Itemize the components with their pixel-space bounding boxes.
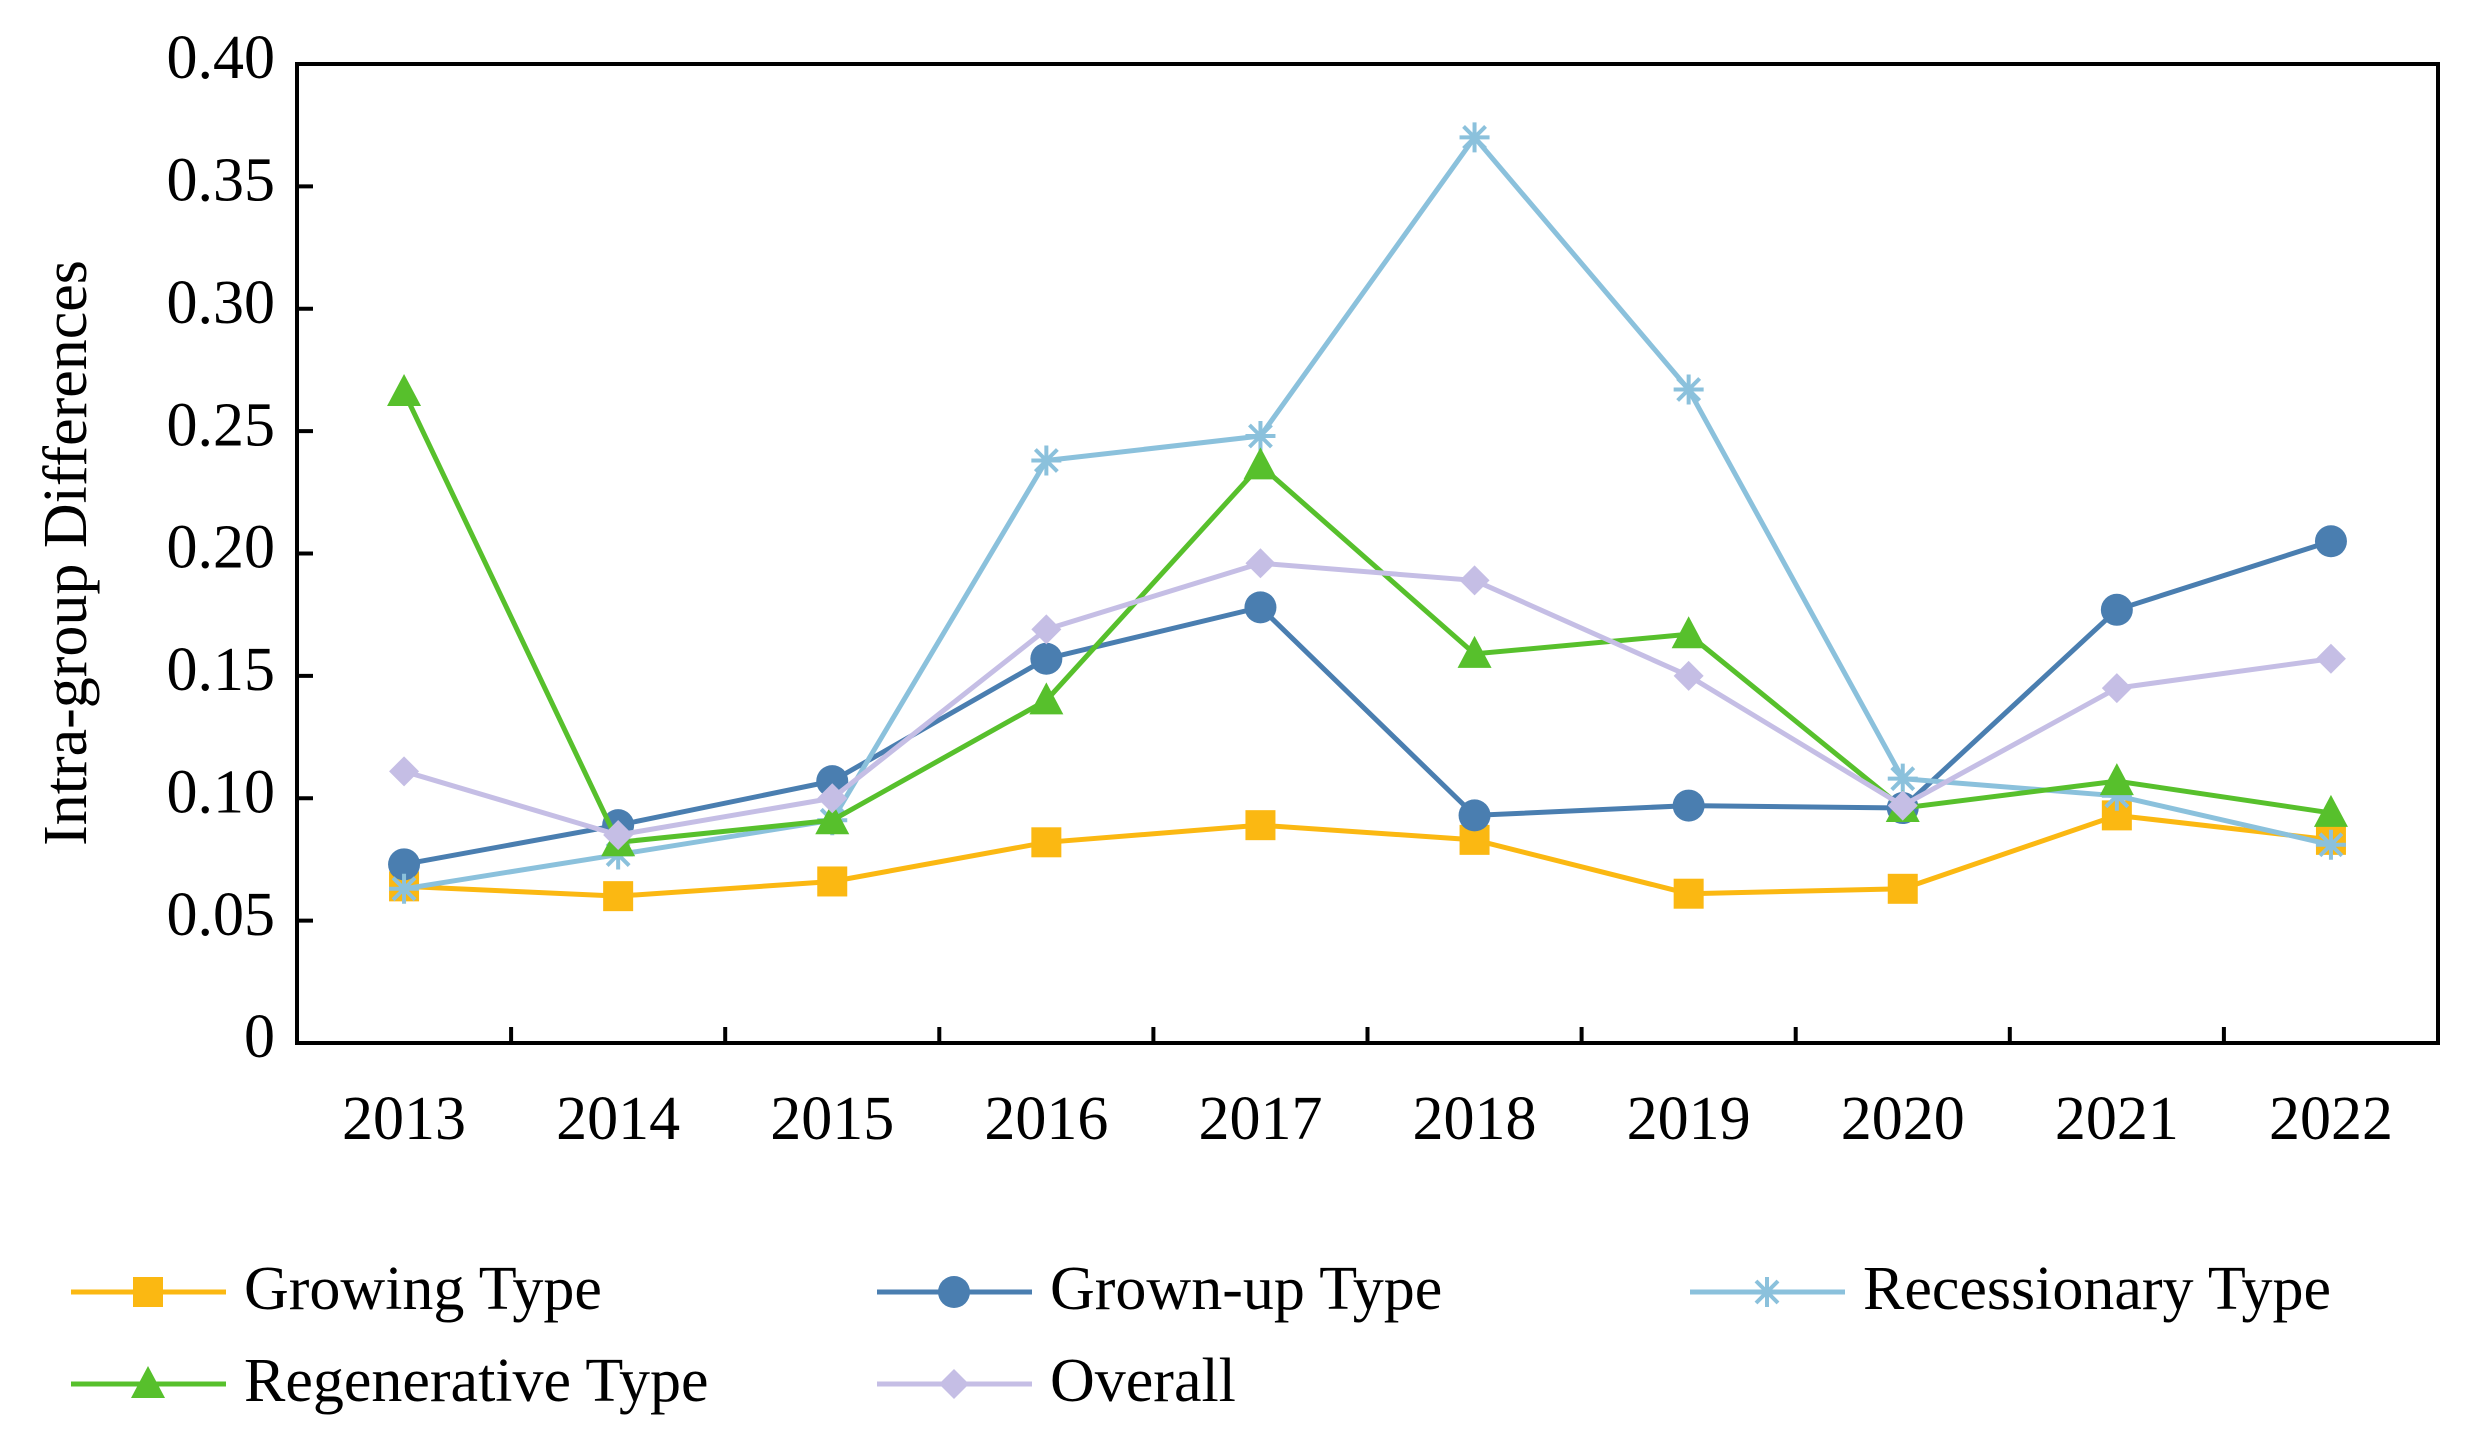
marker xyxy=(939,1369,969,1399)
marker xyxy=(1458,799,1491,832)
marker xyxy=(1031,614,1062,645)
x-tick-label: 2020 xyxy=(1841,1085,1965,1153)
marker xyxy=(1245,548,1276,579)
series-line xyxy=(403,538,2332,867)
series-line xyxy=(403,133,2332,892)
marker xyxy=(1673,660,1704,691)
legend-label: Growing Type xyxy=(244,1255,602,1323)
marker xyxy=(1887,790,1918,821)
marker xyxy=(389,873,420,904)
series-line xyxy=(403,812,2332,899)
x-tick-label: 2013 xyxy=(342,1085,466,1153)
y-tick-label: 0 xyxy=(244,1003,275,1071)
legend-label: Grown-up Type xyxy=(1050,1255,1442,1323)
x-tick-label: 2016 xyxy=(984,1085,1108,1153)
y-tick-label: 0.25 xyxy=(167,391,276,459)
legend-label: Regenerative Type xyxy=(244,1347,709,1415)
x-tick-label: 2018 xyxy=(1413,1085,1537,1153)
marker xyxy=(1672,789,1705,822)
y-tick-label: 0.15 xyxy=(167,636,276,704)
marker xyxy=(1673,374,1704,405)
marker xyxy=(1029,682,1064,715)
marker xyxy=(817,783,848,814)
marker xyxy=(389,756,420,787)
marker xyxy=(2100,593,2133,626)
x-tick-label: 2017 xyxy=(1198,1085,1322,1153)
marker xyxy=(131,1366,165,1398)
marker xyxy=(1673,878,1704,909)
marker xyxy=(1887,873,1918,904)
marker xyxy=(815,802,850,835)
marker xyxy=(388,848,421,881)
y-tick-label: 0.35 xyxy=(167,147,276,215)
legend-label: Overall xyxy=(1050,1347,1236,1415)
marker xyxy=(1887,763,1918,794)
marker xyxy=(1457,635,1492,668)
marker xyxy=(1752,1277,1782,1307)
marker xyxy=(1459,122,1490,153)
marker xyxy=(2101,780,2132,811)
marker xyxy=(2101,673,2132,704)
marker xyxy=(817,866,848,897)
marker xyxy=(938,1276,970,1308)
y-tick-label: 0.20 xyxy=(167,514,276,582)
marker xyxy=(1031,827,1062,858)
x-tick-label: 2021 xyxy=(2055,1085,2179,1153)
marker xyxy=(1030,642,1063,675)
marker xyxy=(133,1277,163,1307)
y-tick-label: 0.40 xyxy=(167,24,276,92)
y-tick-label: 0.10 xyxy=(167,758,276,826)
y-axis-title: Intra-group Differences xyxy=(32,260,100,846)
marker xyxy=(1245,810,1276,841)
marker xyxy=(1031,445,1062,476)
series-line xyxy=(401,390,2332,845)
x-tick-label: 2015 xyxy=(770,1085,894,1153)
marker xyxy=(1671,616,1706,649)
y-tick-label: 0.30 xyxy=(167,269,276,337)
x-tick-label: 2014 xyxy=(556,1085,680,1153)
y-tick-label: 0.05 xyxy=(167,881,276,949)
marker xyxy=(603,881,634,912)
marker xyxy=(2099,763,2134,796)
marker xyxy=(387,373,422,406)
x-tick-label: 2022 xyxy=(2269,1085,2393,1153)
series-line xyxy=(403,560,2332,838)
marker xyxy=(1245,421,1276,452)
marker xyxy=(2315,643,2346,674)
x-tick-label: 2019 xyxy=(1627,1085,1751,1153)
marker xyxy=(2314,525,2347,558)
marker xyxy=(603,819,634,850)
marker xyxy=(2315,829,2346,860)
marker xyxy=(2313,794,2348,827)
marker xyxy=(1459,565,1490,596)
marker xyxy=(1243,447,1278,480)
legend-label: Recessionary Type xyxy=(1863,1255,2331,1323)
marker xyxy=(1244,591,1277,624)
